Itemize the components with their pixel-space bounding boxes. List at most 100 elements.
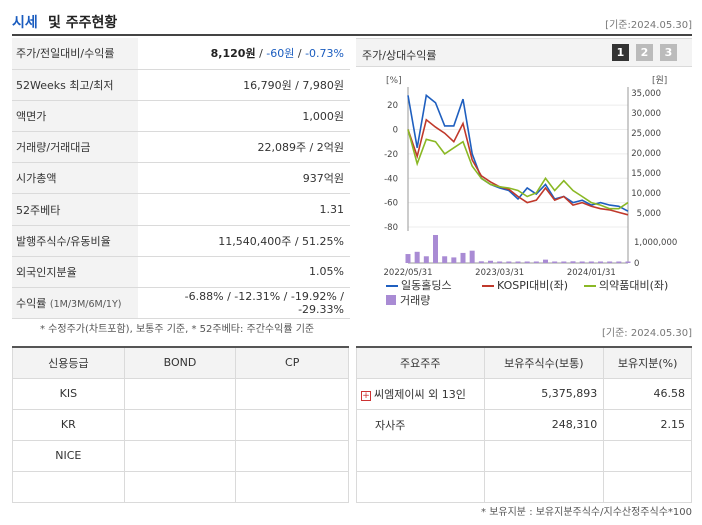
stats-value: 22,089주 / 2억원 <box>138 131 350 164</box>
right-tick-label: 20,000 <box>631 149 661 159</box>
right-tick-label: 5,000 <box>637 209 661 219</box>
left-tick-label: -60 <box>384 199 398 209</box>
stats-row: 52주베타 1.31 <box>12 193 350 226</box>
holder-name <box>356 439 485 472</box>
volume-bar <box>607 261 613 263</box>
right-tick-label: 35,000 <box>631 89 661 99</box>
stats-label: 외국인지분율 <box>12 256 138 289</box>
cp-rating <box>235 439 349 472</box>
volume-bar <box>515 261 521 263</box>
volume-bar <box>533 261 539 263</box>
series-line-1 <box>407 93 629 212</box>
stats-label: 52주베타 <box>12 193 138 226</box>
holder-name <box>356 470 485 503</box>
volume-bar <box>433 235 438 263</box>
left-tick-label: -40 <box>384 174 398 184</box>
volume-bar <box>414 251 420 263</box>
table-row: NICE <box>12 439 349 472</box>
base-date-2: [기준: 2024.05.30] <box>601 328 692 339</box>
volume-bar <box>616 261 622 263</box>
stats-value: 1.31 <box>138 193 350 226</box>
volume-bar <box>524 261 530 263</box>
legend-swatch <box>386 285 398 287</box>
x-tick-label: 2024/01/31 <box>567 268 616 277</box>
volume-bar <box>543 259 548 263</box>
left-tick-label: -80 <box>384 223 398 233</box>
series-line-3 <box>407 129 629 210</box>
stats-row: 외국인지분율 1.05% <box>12 256 350 289</box>
separator: / <box>294 47 306 61</box>
separator: / <box>255 47 267 61</box>
legend-swatch <box>482 285 494 287</box>
stats-value: 1.05% <box>138 256 350 289</box>
legend-item: KOSPI대비(좌) <box>482 277 568 293</box>
stats-label: 시가총액 <box>12 162 138 195</box>
right-tick-label: 30,000 <box>631 109 661 119</box>
holders-footnote: * 보유지분 : 보유지분주식수/지수산정주식수*100 <box>481 507 692 518</box>
right-tick-label: 10,000 <box>631 189 661 199</box>
holder-pct <box>603 439 692 472</box>
holder-name-cell: + 씨엠제이씨 외 13인 <box>356 377 485 410</box>
chart-page-2-button[interactable]: 2 <box>636 44 653 61</box>
stats-row: 거래량/거래대금 22,089주 / 2억원 <box>12 131 350 164</box>
holder-pct: 46.58 <box>603 377 692 410</box>
chart-page-3-button[interactable]: 3 <box>660 44 677 61</box>
stats-row: 시가총액 937억원 <box>12 162 350 195</box>
stats-label: 수익률 (1M/3M/6M/1Y) <box>12 287 138 320</box>
volume-bar <box>598 261 603 263</box>
stats-label: 거래량/거래대금 <box>12 131 138 164</box>
bond-rating <box>123 470 237 503</box>
stats-label: 주가/전일대비/수익률 <box>12 38 138 70</box>
expand-plus-icon[interactable]: + <box>361 390 371 401</box>
left-axis-unit: [%] <box>386 76 402 86</box>
stats-footnote: * 수정주가(차트포함), 보통주 기준, * 52주베타: 주간수익률 기준 <box>40 324 315 335</box>
table-row: KR <box>12 408 349 441</box>
agency-name <box>12 470 125 503</box>
table-row: KIS <box>12 377 349 410</box>
base-date: [기준:2024.05.30] <box>605 20 692 31</box>
table-row <box>356 470 692 503</box>
stats-row: 발행주식수/유동비율 11,540,400주 / 51.25% <box>12 225 350 257</box>
volume-bar <box>561 261 567 263</box>
table-row <box>356 439 692 472</box>
right-axis-unit: [원] <box>652 75 667 86</box>
stats-label: 52Weeks 최고/최저 <box>12 69 138 101</box>
left-tick-label: -20 <box>384 150 398 160</box>
returns-value: -6.88% / -12.31% / -19.92% / -29.33% <box>138 287 350 320</box>
section-title-highlight: 시세 <box>12 15 38 31</box>
holder-shares <box>483 439 605 472</box>
volume-bar <box>405 254 411 263</box>
stats-value: 16,790원 / 7,980원 <box>138 69 350 101</box>
cp-rating <box>235 470 349 503</box>
legend-label: KOSPI대비(좌) <box>497 279 569 292</box>
table-header-row: 신용등급 BOND CP <box>12 346 349 379</box>
table-row: + 씨엠제이씨 외 13인 5,375,893 46.58 <box>356 377 692 410</box>
table-row <box>12 470 349 503</box>
stats-value: 1,000원 <box>138 100 350 133</box>
chart-title: 주가/상대수익률 <box>362 49 437 62</box>
holder-shares: 5,375,893 <box>483 377 605 410</box>
returns-periods: (1M/3M/6M/1Y) <box>49 299 122 311</box>
stats-value: 8,120원 / -60원 / -0.73% <box>138 38 350 70</box>
column-header: 보유주식수(보통) <box>483 346 605 379</box>
price-chart-panel: 주가/상대수익률 1 2 3 [%] [원] 20 0 -20 -40 -60 -80 35,0… <box>356 38 692 316</box>
price-change: -60원 <box>266 47 295 61</box>
chart-page-1-button[interactable]: 1 <box>612 44 629 61</box>
volume-bar <box>588 261 594 263</box>
column-header: BOND <box>123 346 237 379</box>
volume-bar <box>579 261 585 263</box>
stats-row: 52Weeks 최고/최저 16,790원 / 7,980원 <box>12 69 350 101</box>
agency-name: KR <box>12 408 125 441</box>
right-tick-label: 15,000 <box>631 169 661 179</box>
left-tick-label: 20 <box>387 101 398 111</box>
volume-bar <box>451 257 457 263</box>
credit-rating-table: 신용등급 BOND CP KIS KR NICE <box>12 346 349 503</box>
right-tick-label: 25,000 <box>631 129 661 139</box>
volume-bar <box>552 261 558 263</box>
x-tick-label: 2022/05/31 <box>384 268 433 277</box>
legend-item: 일동홀딩스 <box>386 277 452 293</box>
volume-bar <box>570 261 576 263</box>
column-header: 보유지분(%) <box>603 346 692 379</box>
stats-row: 액면가 1,000원 <box>12 100 350 133</box>
stats-value: 11,540,400주 / 51.25% <box>138 225 350 257</box>
